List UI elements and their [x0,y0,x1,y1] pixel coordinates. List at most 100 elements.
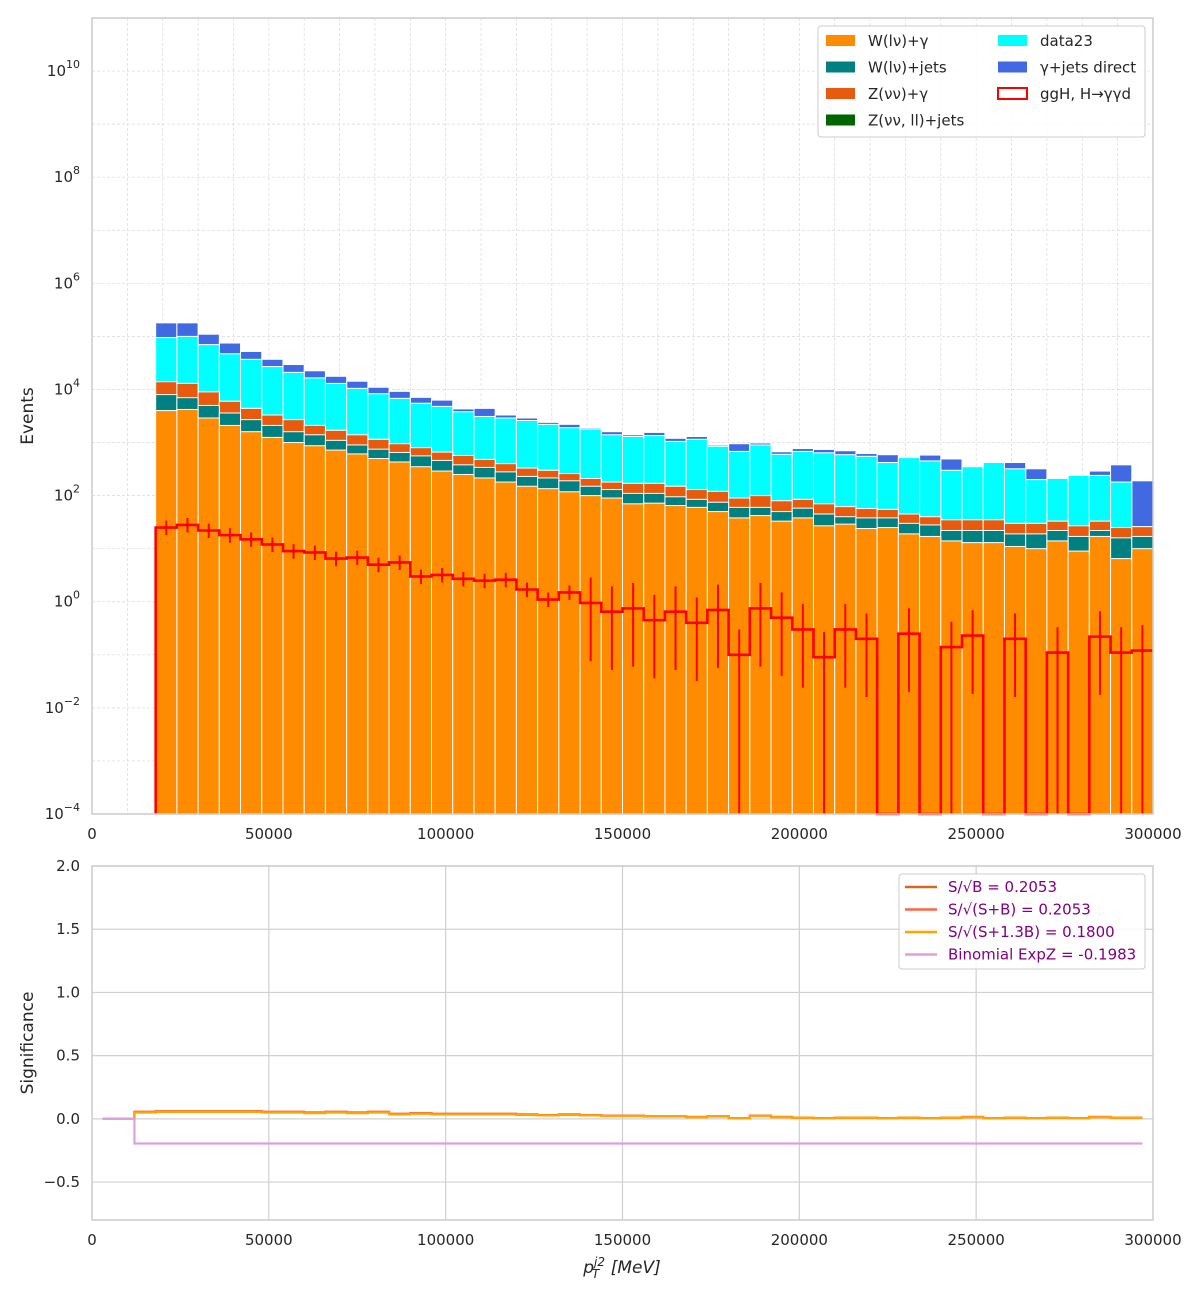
x-tick-label: 150000 [594,825,651,843]
histogram-bar [1025,548,1048,815]
legend-label: γ+jets direct [1040,59,1136,77]
histogram-bar [409,466,433,815]
signal-point [864,637,869,641]
signal-point [907,631,911,636]
legend-label: data23 [1040,32,1093,50]
signal-point [822,655,826,660]
histogram-legend-box [817,25,1146,138]
histogram-bar [176,408,199,815]
signal-point [673,609,678,614]
significance-line [102,1117,1143,1145]
signal-point [313,550,317,555]
signal-point [503,577,508,582]
significance-y-axis-label: Significance [18,992,38,1095]
x-tick-label: 300000 [1124,825,1181,843]
x-axis-label: pj2 T [MeV] [582,1255,661,1281]
signal-point [206,528,211,533]
legend-label: S/√B = 0.2053 [948,878,1057,896]
histogram-bar [197,417,220,815]
signal-point [843,627,848,632]
histogram-bar [982,542,1005,815]
signal-point [1098,634,1102,639]
legend-label: Z(νν)+γ [868,85,928,103]
legend-swatch [826,61,855,73]
legend-label: S/√(S+1.3B) = 0.1800 [948,923,1115,941]
histogram-bar [324,449,348,815]
y-tick-label: 1.0 [56,983,80,1001]
signal-point [694,621,699,625]
x-tick-label: 250000 [948,825,1005,843]
histogram-bar [388,461,411,815]
significance-panel: 0 50000 100000 150000 200000 250000 300000 −0.… [18,857,1182,1281]
histogram-bar [431,470,454,815]
histogram-bar [876,527,899,815]
y-tick-label: 0.0 [56,1110,80,1128]
signal-point [716,608,720,612]
y-tick-label: 10−2 [45,695,80,717]
x-tick-label: 50000 [245,825,293,843]
significance-x-ticks: 0 50000 100000 150000 200000 250000 300000 [87,1231,1181,1249]
y-tick-label: 104 [54,376,80,398]
y-tick-label: 0.5 [56,1047,80,1065]
histogram-y-ticks: 10−4 10−2 100 102 104 106 108 1010 [45,58,80,823]
signal-point [758,606,763,611]
signal-point [482,578,487,583]
signal-point [546,597,551,602]
signal-point [1119,650,1123,655]
x-tick-label: 100000 [417,1231,474,1249]
histogram-frame [91,17,1154,815]
signal-point [949,645,954,649]
signal-point [334,556,338,561]
y-tick-label: −0.5 [44,1173,80,1191]
signal-point [291,549,296,553]
legend-label: W(lν)+jets [868,59,947,77]
legend-label: Z(νν, ll)+jets [868,112,964,130]
y-tick-label: 102 [54,483,80,505]
histogram-bar [494,481,517,815]
y-tick-label: 108 [54,164,80,186]
signal-point [610,609,614,614]
signal-point [567,590,572,595]
significance-legend: S/√B = 0.2053 S/√(S+B) = 0.2053 S/√(S+1.3B… [898,873,1146,970]
signal-step-line [154,523,1153,816]
x-tick-label: 200000 [771,825,828,843]
histogram-bar [261,436,284,815]
x-tick-label: 0 [87,825,97,843]
x-tick-label: 50000 [245,1231,293,1249]
signal-point [164,525,169,530]
signal-point [631,606,635,611]
signal-point [779,615,784,620]
histogram-bar [303,445,326,815]
x-tick-label: 300000 [1124,1231,1181,1249]
signal-point [1140,648,1145,653]
signal-point [970,633,975,638]
signal-point [461,577,466,581]
x-tick-label: 250000 [948,1231,1005,1249]
histogram-bar [452,473,475,815]
significance-legend-box [898,873,1146,970]
significance-lines [102,1110,1143,1145]
significance-frame [91,865,1154,1221]
signal-point [185,523,190,527]
histogram-bar [558,491,581,815]
histogram-bar [218,424,242,815]
y-tick-label: 100 [54,589,80,611]
histogram-bar [919,535,942,815]
signal-point [228,533,232,537]
legend-swatch [998,61,1027,73]
legend-swatch [826,114,855,126]
significance-line [102,1110,1143,1120]
signal-point [440,573,444,577]
x-tick-label: 150000 [594,1231,651,1249]
histogram-bar [240,431,263,815]
signal-point [525,587,529,592]
histogram-bar [346,453,369,815]
histogram-x-ticks: 0 50000 100000 150000 200000 250000 300000 [87,825,1181,843]
signal-point [1013,637,1017,641]
legend-swatch [998,35,1027,46]
histogram-panel: 0 50000 100000 150000 200000 250000 300000 10−… [18,17,1182,843]
y-tick-label: 106 [54,270,80,292]
histogram-bar [537,488,560,815]
legend-label: ggH, H→γγd [1040,85,1131,103]
